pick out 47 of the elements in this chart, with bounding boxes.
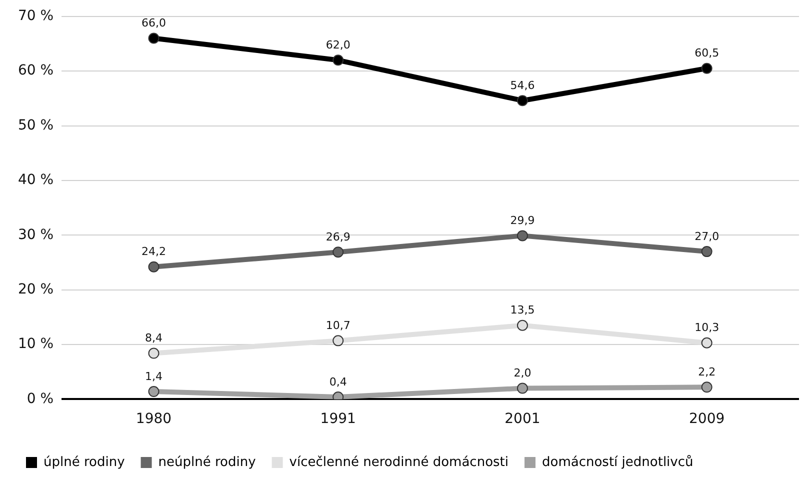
y-tick-label: 50 % (18, 117, 54, 134)
data-label: 8,4 (144, 332, 162, 345)
point (701, 382, 712, 393)
point (332, 246, 344, 258)
y-tick-label: 30 % (18, 226, 54, 243)
x-tick-label: 1980 (136, 411, 172, 428)
data-label: 26,9 (326, 230, 350, 244)
x-tick-label: 2009 (689, 411, 725, 428)
data-label: 66,0 (141, 16, 166, 30)
point (148, 32, 160, 44)
point (148, 386, 160, 398)
point (148, 261, 160, 272)
y-tick-label: 20 % (18, 281, 54, 298)
y-tick-label: 70 % (18, 8, 54, 24)
point (516, 320, 528, 331)
data-label: 62,0 (326, 38, 350, 52)
point (516, 230, 528, 242)
y-tick-label: 40 % (18, 172, 54, 188)
y-tick-label: 10 % (18, 336, 54, 352)
point (701, 246, 712, 258)
data-label: 2,0 (514, 366, 532, 380)
point (701, 62, 712, 74)
data-label: 29,9 (510, 214, 535, 228)
point (516, 382, 528, 394)
legend-label: úplné rodiny (44, 454, 126, 470)
legend-label: vícečlenné nerodinné domácnosti (289, 454, 509, 470)
x-tick-label: 1991 (320, 411, 356, 428)
data-label: 10,3 (694, 321, 720, 334)
data-label: 54,6 (510, 78, 535, 92)
data-label: 60,5 (694, 46, 720, 60)
point (332, 335, 344, 346)
y-tick-label: 0 % (26, 390, 54, 407)
data-label: 24,2 (141, 245, 166, 258)
data-label: 1,4 (144, 370, 162, 383)
point (332, 54, 344, 66)
point (148, 348, 160, 359)
data-label: 2,2 (698, 366, 716, 379)
x-tick-label: 2001 (504, 411, 540, 428)
data-label: 27,0 (694, 230, 720, 243)
point (516, 95, 528, 106)
data-label: 10,7 (326, 319, 350, 332)
legend-label: neúplné rodiny (158, 454, 256, 470)
point (701, 337, 712, 348)
data-label: 13,5 (510, 304, 535, 317)
y-tick-label: 60 % (18, 62, 54, 79)
data-label: 0,4 (329, 375, 347, 388)
legend-label: domácností jednotlivců (542, 454, 694, 470)
